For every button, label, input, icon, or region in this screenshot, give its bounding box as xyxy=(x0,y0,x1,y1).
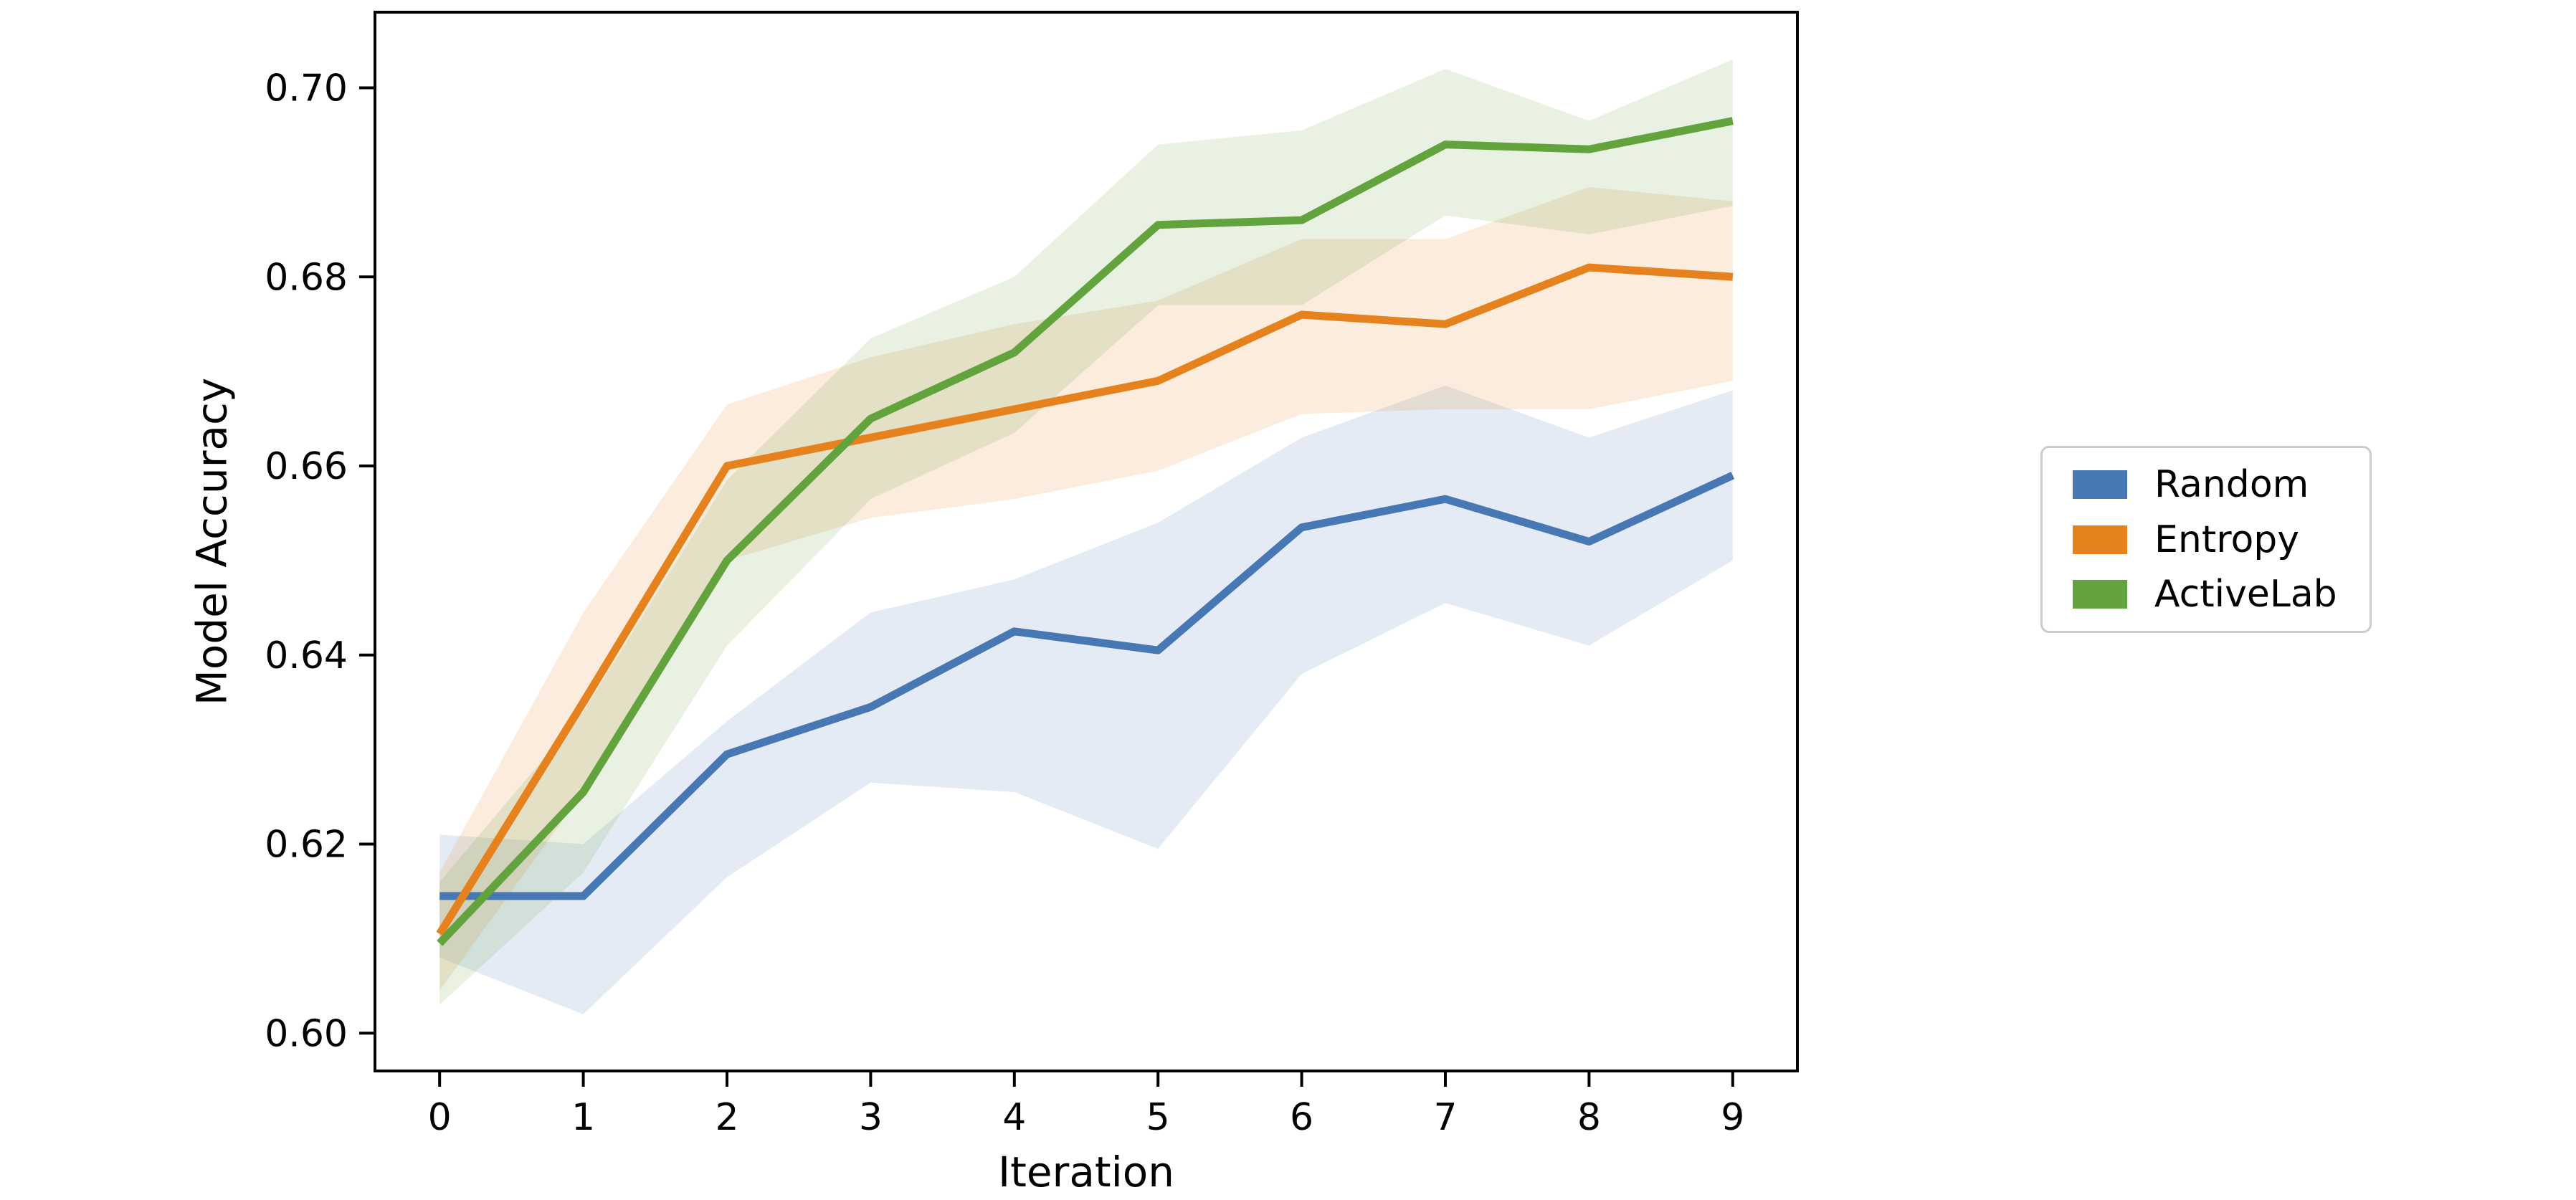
legend-label-activelab: ActiveLab xyxy=(2154,573,2337,616)
y-tick-label: 0.68 xyxy=(265,256,348,299)
legend-item-activelab: ActiveLab xyxy=(2073,576,2370,613)
x-tick-label: 6 xyxy=(1290,1096,1313,1139)
legend-swatch-entropy xyxy=(2073,525,2127,554)
y-axis-label: Model Accuracy xyxy=(187,378,236,705)
y-tick-label: 0.70 xyxy=(265,67,348,110)
x-tick-label: 3 xyxy=(859,1096,883,1139)
legend-label-entropy: Entropy xyxy=(2154,518,2300,561)
y-tick-label: 0.62 xyxy=(265,824,348,867)
legend-item-random: Random xyxy=(2073,466,2370,503)
x-tick-label: 1 xyxy=(571,1096,595,1139)
series-line-entropy xyxy=(436,263,1734,936)
band-entropy xyxy=(439,186,1733,991)
x-tick-label: 8 xyxy=(1577,1096,1601,1139)
legend-swatch-activelab xyxy=(2073,580,2127,609)
legend-label-random: Random xyxy=(2154,462,2309,506)
y-tick-label: 0.60 xyxy=(265,1012,348,1055)
legend-swatch-random xyxy=(2073,470,2127,499)
y-tick-label: 0.66 xyxy=(265,445,348,488)
plot-frame xyxy=(374,11,1799,1072)
x-tick-label: 2 xyxy=(715,1096,738,1139)
band-random xyxy=(439,385,1733,1014)
x-tick-label: 7 xyxy=(1433,1096,1457,1139)
legend: Random Entropy ActiveLab xyxy=(2040,446,2372,633)
y-tick-label: 0.64 xyxy=(265,634,348,677)
series-line-activelab xyxy=(437,117,1734,946)
band-activelab xyxy=(439,59,1733,1005)
x-axis-label: Iteration xyxy=(998,1148,1174,1196)
x-tick-label: 0 xyxy=(428,1096,452,1139)
legend-item-entropy: Entropy xyxy=(2073,521,2370,558)
series-line-random xyxy=(439,472,1735,900)
x-tick-label: 4 xyxy=(1002,1096,1026,1139)
x-tick-label: 5 xyxy=(1146,1096,1170,1139)
x-tick-label: 9 xyxy=(1721,1096,1744,1139)
